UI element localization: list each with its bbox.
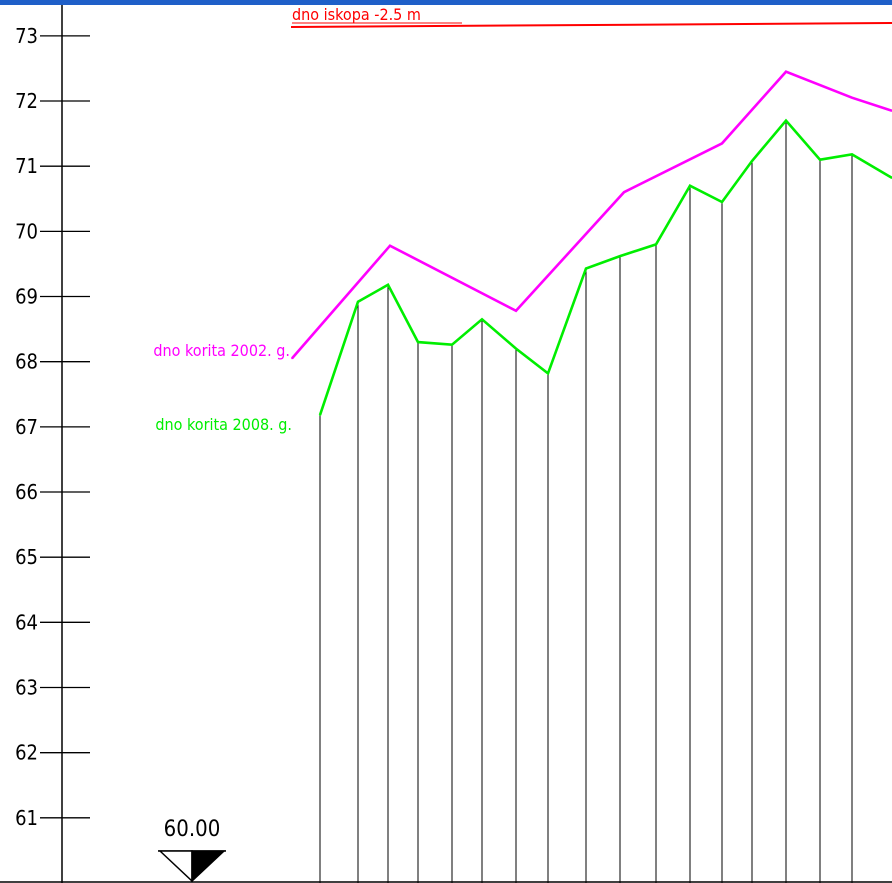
y-tick-label: 62: [15, 741, 38, 765]
reference-label: dno iskopa -2.5 m: [292, 5, 421, 24]
series-point: [481, 318, 483, 321]
series-point: [451, 343, 453, 346]
y-tick-label: 73: [15, 24, 38, 48]
y-tick-label: 68: [15, 350, 38, 374]
series-point: [547, 372, 549, 375]
y-tick-label: 67: [15, 415, 38, 439]
y-tick-label: 65: [15, 545, 38, 569]
series-point: [851, 153, 853, 156]
y-tick-label: 72: [15, 89, 38, 113]
datum-triangle-right: [191, 850, 226, 883]
series-point: [819, 158, 821, 161]
series-point: [785, 70, 787, 73]
top-border: [0, 0, 892, 5]
series-point: [851, 96, 853, 99]
series-point: [387, 284, 389, 286]
y-tick-label: 64: [15, 610, 38, 634]
labels-group: dno korita 2002. g. dno korita 2008. g.: [153, 341, 292, 434]
y-tick-label: 71: [15, 154, 38, 178]
series-point: [655, 243, 657, 246]
series-line-2002: [291, 70, 892, 360]
series-point: [619, 255, 621, 257]
series-label-2008: dno korita 2008. g.: [155, 415, 292, 434]
series-point: [319, 414, 321, 416]
series-group: [291, 70, 892, 416]
y-tick-label: 63: [15, 676, 38, 700]
series-label-2002: dno korita 2002. g.: [153, 341, 290, 360]
datum-group: 60.00: [158, 817, 226, 883]
reference-group: dno iskopa -2.5 m: [290, 5, 892, 28]
series-point: [357, 300, 359, 303]
series-point: [689, 184, 691, 187]
datum-label: 60.00: [164, 817, 221, 842]
y-axis: 61 62 63 64 65 66 67 68 69 70 71 72 73: [0, 5, 892, 883]
y-tick-label: 61: [15, 806, 38, 830]
series-point: [785, 119, 787, 122]
series-point: [751, 160, 753, 162]
y-tick-label: 69: [15, 285, 38, 309]
series-point: [291, 357, 293, 360]
series-point: [417, 341, 419, 343]
series-line-2008: [318, 118, 892, 416]
reference-line: [290, 22, 892, 28]
series-point: [721, 201, 723, 203]
series-point: [515, 347, 517, 350]
series-point: [389, 244, 391, 247]
y-tick-label: 70: [15, 219, 38, 243]
series-point: [585, 267, 587, 270]
datum-triangle-left: [158, 850, 193, 883]
series-point: [721, 142, 723, 145]
series-point: [515, 310, 517, 312]
series-point: [623, 191, 625, 193]
y-tick-label: 66: [15, 480, 38, 504]
drop-lines: [319, 120, 853, 883]
